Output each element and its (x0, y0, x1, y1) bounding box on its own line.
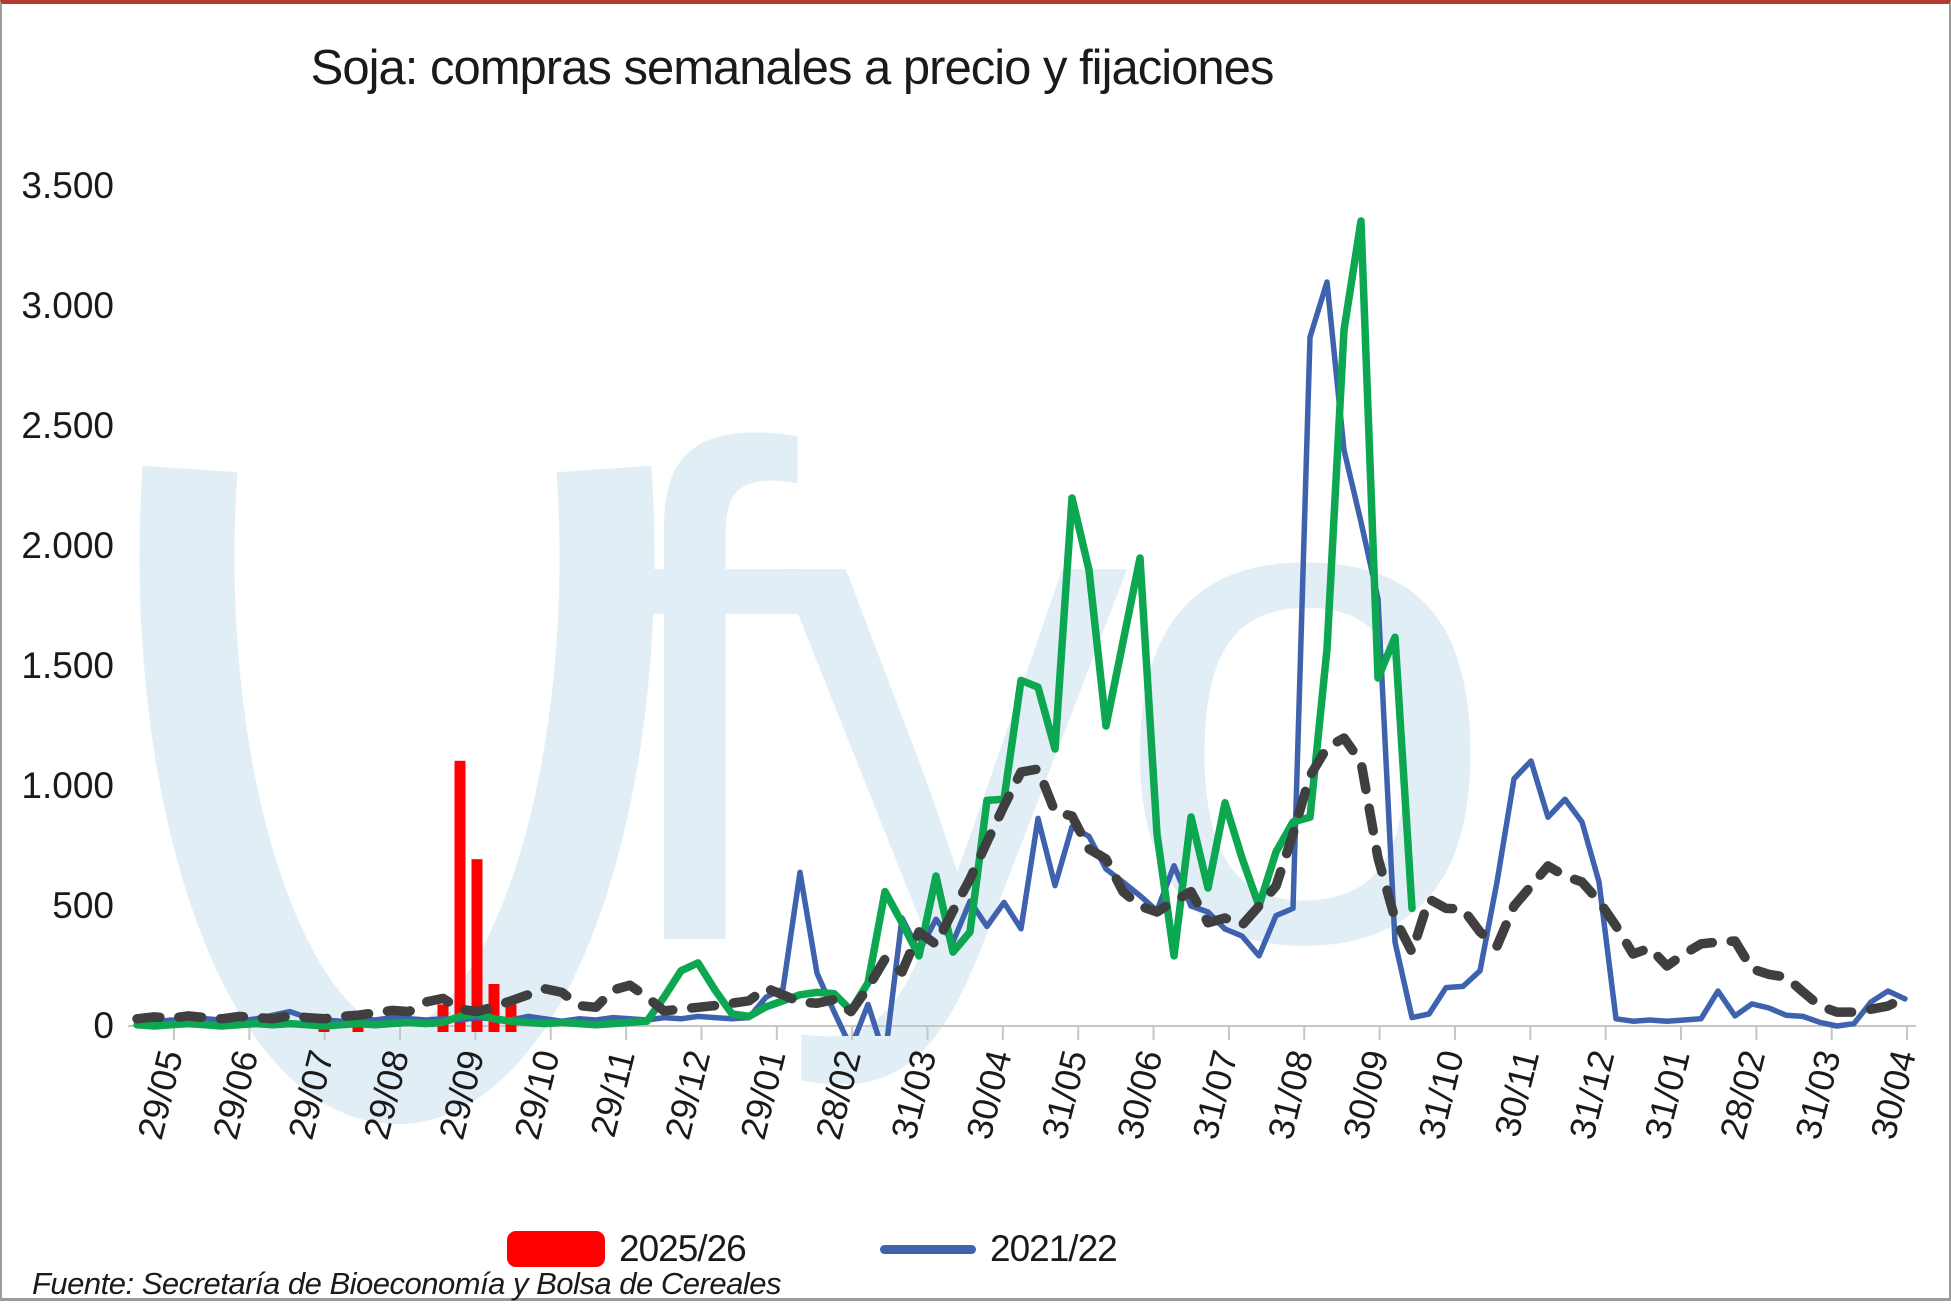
line-series-serie-verde--sin-etiqueta-visible- (133, 217, 1416, 1030)
legend-label: 2021/22 (990, 1228, 1118, 1269)
x-tick-label: 30/04 (1862, 1046, 1924, 1143)
bar (454, 760, 466, 1032)
legend-swatch-red-bar (507, 1231, 605, 1267)
x-tick-label: 31/12 (1561, 1046, 1623, 1143)
legend: 2025/26 2021/22 (2, 1226, 1951, 1276)
x-tick-label: 29/05 (129, 1046, 191, 1143)
y-tick-label: 3.000 (21, 285, 114, 326)
y-tick-label: 500 (52, 885, 114, 926)
legend-item-2021-22: 2021/22 (880, 1228, 1118, 1270)
y-tick-label: 2.000 (21, 525, 114, 566)
y-tick-label: 3.500 (21, 165, 114, 206)
legend-item-2025-26: 2025/26 (507, 1228, 747, 1270)
legend-label: 2025/26 (619, 1228, 747, 1269)
bar (471, 859, 483, 1032)
x-tick-label: 29/06 (205, 1046, 267, 1143)
axes: 29/05 29/06 29/07 29/08 29/09 29/10 29/11 29/12… (21, 165, 1923, 1143)
source-note: Fuente: Secretaría de Bioeconomía y Bols… (32, 1266, 781, 1301)
legend-swatch-blue-line (880, 1244, 976, 1254)
x-tick-label: 29/11 (582, 1046, 643, 1141)
watermark: fyo (139, 306, 1500, 1125)
series-layer (132, 217, 1910, 1036)
watermark-horseshoe-icon (139, 465, 655, 1125)
watermark-text: fyo (602, 306, 1482, 1092)
bar (488, 984, 500, 1032)
y-tick-label: 1.500 (21, 645, 114, 686)
x-tick-label: 31/03 (1787, 1046, 1849, 1143)
x-tick-label: 28/02 (1712, 1046, 1774, 1143)
y-tick-label: 0 (93, 1005, 114, 1046)
x-tick-label: 31/01 (1636, 1046, 1698, 1143)
y-tick-label: 1.000 (21, 765, 114, 806)
y-tick-label: 2.500 (21, 405, 114, 446)
chart-title: Soja: compras semanales a precio y fijac… (310, 41, 1275, 95)
line-series-dashed (132, 733, 1910, 1024)
x-tick-label: 30/11 (1486, 1046, 1547, 1141)
